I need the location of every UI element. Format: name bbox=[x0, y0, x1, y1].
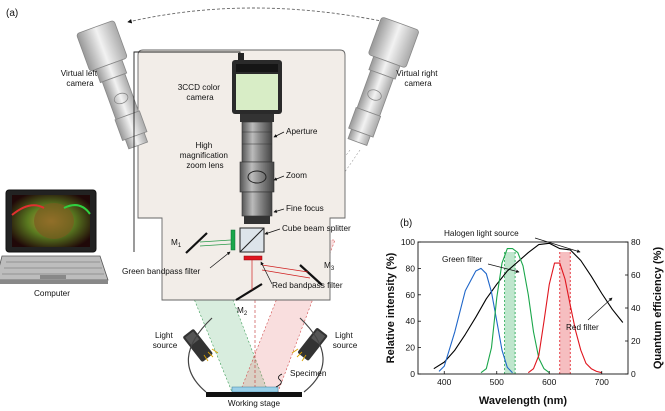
x-tick-label: 500 bbox=[490, 377, 504, 387]
label-virtual-right-camera: Virtual right camera bbox=[396, 69, 440, 88]
panel-a-tag: (a) bbox=[6, 8, 18, 19]
light-source-left-rays bbox=[203, 348, 219, 362]
label-cube-beam-splitter: Cube beam splitter bbox=[282, 224, 351, 233]
zoom-lens bbox=[239, 114, 275, 224]
cube-beam-splitter bbox=[239, 227, 265, 253]
label-ccd-camera: 3CCD color camera bbox=[178, 83, 223, 102]
virtual-left-camera bbox=[76, 20, 149, 150]
annotation-green-filter: Green filter bbox=[442, 255, 483, 264]
filter-band-red_filter bbox=[559, 252, 571, 374]
laptop-computer bbox=[0, 189, 109, 284]
pointer-cube-beam-splitter bbox=[264, 228, 281, 235]
working-stage bbox=[206, 392, 302, 397]
y-left-tick-label: 40 bbox=[406, 316, 416, 326]
label-m1: M1 bbox=[171, 238, 182, 249]
label-red-bandpass-filter: Red bandpass filter bbox=[272, 281, 343, 290]
pointer-aperture bbox=[273, 131, 285, 138]
label-light-source-right: Light source bbox=[333, 331, 358, 350]
y-right-tick-label: 80 bbox=[631, 237, 641, 247]
label-virtual-left-camera: Virtual left camera bbox=[61, 69, 100, 88]
green-bandpass-filter bbox=[230, 229, 236, 251]
y-right-tick-label: 40 bbox=[631, 303, 641, 313]
y-left-tick-label: 100 bbox=[401, 237, 415, 247]
panel-b-tag: (b) bbox=[400, 218, 412, 229]
light-arm-left bbox=[187, 317, 213, 393]
light-source-right-rays bbox=[291, 348, 307, 362]
label-light-source-left: Light source bbox=[153, 331, 178, 350]
light-arm-right bbox=[299, 317, 324, 393]
annotation-halogen: Halogen light source bbox=[444, 229, 519, 238]
label-m3: M3 bbox=[324, 261, 335, 272]
y-left-tick-label: 0 bbox=[410, 369, 415, 379]
mirror-m3 bbox=[299, 264, 323, 286]
y-left-tick-label: 80 bbox=[406, 263, 416, 273]
label-aperture: Aperture bbox=[286, 127, 318, 136]
y-left-tick-label: 20 bbox=[406, 343, 416, 353]
virtual-right-camera bbox=[347, 17, 419, 146]
internal-light-paths bbox=[199, 239, 311, 290]
light-source-left bbox=[183, 329, 213, 362]
y-left-tick-label: 60 bbox=[406, 290, 416, 300]
light-source-right bbox=[298, 328, 328, 361]
series-line-green bbox=[480, 248, 550, 374]
series-line-blue bbox=[438, 267, 513, 374]
y-right-tick-label: 20 bbox=[631, 336, 641, 346]
computer-cable bbox=[133, 51, 241, 252]
x-axis-label: Wavelength (nm) bbox=[479, 395, 568, 407]
pointer-halogen bbox=[534, 237, 581, 253]
label-zoom-lens: High magnification zoom lens bbox=[180, 141, 231, 170]
x-tick-label: 600 bbox=[542, 377, 556, 387]
ccd-camera bbox=[232, 53, 282, 114]
x-tick-label: 400 bbox=[437, 377, 451, 387]
mirror-m1 bbox=[185, 232, 208, 254]
y-left-axis-label: Relative intensity (%) bbox=[385, 252, 397, 363]
label-zoom: Zoom bbox=[286, 171, 307, 180]
pointer-green-filter bbox=[487, 263, 520, 273]
red-bandpass-filter bbox=[243, 255, 263, 261]
label-computer: Computer bbox=[34, 289, 70, 298]
mirror-m2 bbox=[235, 283, 263, 301]
label-specimen: Specimen bbox=[290, 369, 327, 378]
pointer-fine-focus bbox=[273, 208, 285, 213]
pointer-red-bandpass bbox=[260, 261, 273, 285]
specimen-pointer bbox=[275, 373, 283, 388]
y-right-tick-label: 0 bbox=[631, 369, 636, 379]
x-tick-label: 700 bbox=[595, 377, 609, 387]
annotation-red-filter: Red filter bbox=[566, 323, 599, 332]
virtual-camera-arc bbox=[127, 7, 387, 24]
series-line-halogen bbox=[433, 242, 624, 370]
series-line-red bbox=[527, 262, 602, 374]
label-working-stage: Working stage bbox=[228, 399, 281, 408]
filter-band-green_filter bbox=[504, 252, 516, 374]
pointer-zoom bbox=[273, 175, 285, 181]
spectral-chart: 400 500 600 700 0 20 40 60 80 100 0 20 40 60 80 Wavelen… bbox=[385, 229, 664, 407]
label-m2: M2 bbox=[237, 306, 248, 317]
specimen bbox=[231, 386, 279, 393]
y-right-axis-label: Quantum efficiency (%) bbox=[652, 247, 664, 370]
y-right-tick-label: 60 bbox=[631, 270, 641, 280]
label-green-bandpass-filter: Green bandpass filter bbox=[122, 267, 201, 276]
label-fine-focus: Fine focus bbox=[286, 204, 324, 213]
pointer-green-bandpass bbox=[209, 251, 231, 269]
pointer-red-filter bbox=[587, 297, 613, 321]
